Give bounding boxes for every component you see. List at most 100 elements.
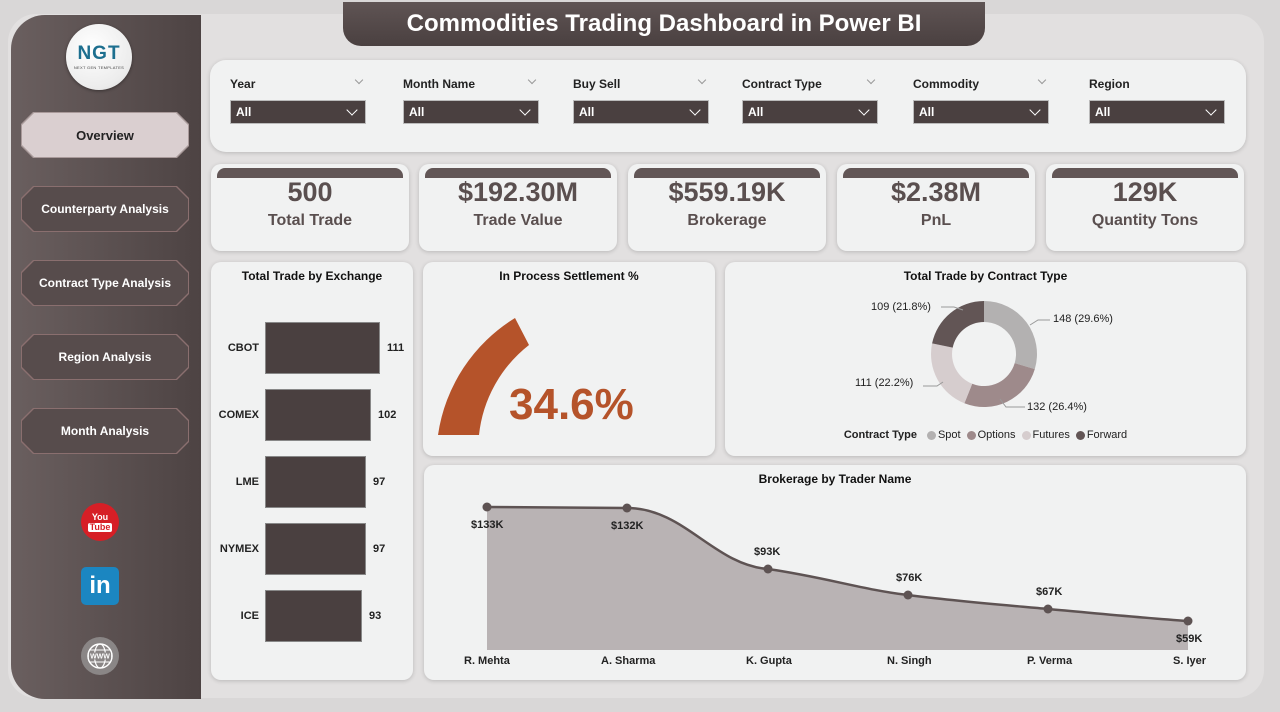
bar-nymex[interactable]: NYMEX 97: [211, 523, 413, 575]
bar[interactable]: [265, 456, 366, 508]
kpi-accent-bar: [634, 168, 820, 178]
legend-item-spot[interactable]: Spot: [926, 429, 961, 441]
chart-title: Brokerage by Trader Name: [758, 472, 912, 486]
legend-title: Contract Type: [843, 429, 917, 441]
bar-lme[interactable]: LME 97: [211, 456, 413, 508]
buy-sell-dropdown[interactable]: All: [573, 100, 709, 124]
bar-comex[interactable]: COMEX 102: [211, 389, 413, 441]
youtube-text: You: [91, 511, 109, 522]
kpi-brokerage: $559.19K Brokerage: [628, 164, 826, 251]
bar-value-label: 111: [387, 342, 405, 354]
legend-item-futures[interactable]: Futures: [1021, 429, 1070, 441]
slicer-buy-sell: Buy Sell All: [573, 75, 709, 124]
bar-category-label: LME: [235, 476, 259, 488]
sidebar-item-label: Counterparty Analysis: [41, 202, 169, 216]
sidebar-item-region-analysis[interactable]: Region Analysis: [21, 334, 189, 380]
region-dropdown[interactable]: All: [1089, 100, 1225, 124]
dropdown-value: All: [1095, 105, 1111, 119]
youtube-icon[interactable]: You Tube: [81, 503, 119, 541]
bar-value-label: 97: [373, 476, 386, 488]
chart-title: In Process Settlement %: [499, 269, 639, 283]
bar-ice[interactable]: ICE 93: [211, 590, 413, 642]
bar[interactable]: [265, 590, 362, 642]
point-value-label: $76K: [896, 572, 923, 584]
contract-type-dropdown[interactable]: All: [742, 100, 878, 124]
chevron-down-icon: [689, 104, 701, 116]
slicer-label: Region: [1089, 77, 1130, 91]
bar-category-label: NYMEX: [219, 543, 259, 555]
settlement-gauge-card[interactable]: In Process Settlement % 34.6%: [423, 262, 715, 456]
sidebar-item-contract-type-analysis[interactable]: Contract Type Analysis: [21, 260, 189, 306]
dropdown-value: All: [409, 105, 425, 119]
slicer-label: Commodity: [913, 77, 979, 91]
legend-label: Futures: [1032, 429, 1070, 441]
legend-label: Spot: [937, 429, 961, 441]
kpi-value: $559.19K: [668, 177, 786, 207]
kpi-quantity-tons: 129K Quantity Tons: [1046, 164, 1244, 251]
sidebar-item-month-analysis[interactable]: Month Analysis: [21, 408, 189, 454]
legend-dot-icon: [966, 430, 976, 440]
donut-data-label: 148 (29.6%): [1053, 313, 1113, 325]
kpi-pnl: $2.38M PnL: [837, 164, 1035, 251]
collapse-chevron-icon[interactable]: [527, 75, 537, 85]
year-dropdown[interactable]: All: [230, 100, 366, 124]
filter-panel: Year All Month Name All Buy Sell All Con…: [210, 60, 1246, 152]
collapse-chevron-icon[interactable]: [1037, 75, 1047, 85]
kpi-accent-bar: [425, 168, 611, 178]
linkedin-icon[interactable]: in: [81, 567, 119, 605]
chevron-down-icon: [346, 104, 358, 116]
month-name-dropdown[interactable]: All: [403, 100, 539, 124]
collapse-chevron-icon[interactable]: [866, 75, 876, 85]
commodity-dropdown[interactable]: All: [913, 100, 1049, 124]
legend-label: Forward: [1086, 429, 1128, 441]
donut-data-label: 111 (22.2%): [855, 377, 914, 389]
sidebar-item-counterparty-analysis[interactable]: Counterparty Analysis: [21, 186, 189, 232]
chevron-down-icon: [1029, 104, 1041, 116]
kpi-label: Trade Value: [473, 212, 563, 229]
ngt-logo[interactable]: NGT NEXT GEN TEMPLATES: [66, 24, 132, 90]
x-axis-label: P. Verma: [1027, 655, 1073, 667]
gauge-value: 34.6%: [509, 380, 634, 429]
x-axis-label: K. Gupta: [746, 655, 792, 667]
sidebar-item-label: Contract Type Analysis: [38, 276, 172, 290]
dropdown-value: All: [919, 105, 935, 119]
kpi-label: PnL: [920, 212, 952, 229]
globe-icon[interactable]: WWW: [81, 637, 119, 675]
sidebar-item-overview[interactable]: Overview: [21, 112, 189, 158]
area-chart-plot[interactable]: [424, 465, 1246, 680]
bar-cbot[interactable]: CBOT 111: [211, 322, 413, 374]
exchange-bar-chart[interactable]: Total Trade by Exchange CBOT 111 COMEX 1…: [211, 262, 413, 680]
kpi-accent-bar: [217, 168, 403, 178]
point-value-label: $133K: [471, 519, 504, 531]
collapse-chevron-icon[interactable]: [697, 75, 707, 85]
donut-slice-spot: [984, 301, 1037, 370]
chart-title: Total Trade by Exchange: [241, 269, 383, 283]
kpi-value: $2.38M: [890, 177, 982, 207]
chevron-down-icon: [519, 104, 531, 116]
kpi-label: Quantity Tons: [1091, 212, 1199, 229]
chevron-down-icon: [858, 104, 870, 116]
legend-item-forward[interactable]: Forward: [1075, 429, 1128, 441]
bar[interactable]: [265, 389, 371, 441]
globe-glyph: WWW: [87, 643, 113, 669]
bar-category-label: CBOT: [227, 342, 259, 354]
point-value-label: $59K: [1176, 633, 1203, 645]
x-axis-label: A. Sharma: [601, 655, 656, 667]
slicer-year: Year All: [230, 75, 366, 124]
bar[interactable]: [265, 322, 380, 374]
contract-type-donut-card[interactable]: Total Trade by Contract Type 148 (29.6%)…: [725, 262, 1246, 456]
donut-chart[interactable]: [725, 262, 1246, 456]
kpi-accent-bar: [843, 168, 1029, 178]
kpi-trade-value: $192.30M Trade Value: [419, 164, 617, 251]
collapse-chevron-icon[interactable]: [354, 75, 364, 85]
slicer-label: Buy Sell: [573, 77, 621, 91]
legend-dot-icon: [926, 430, 936, 440]
bar-category-label: ICE: [240, 610, 259, 622]
bar[interactable]: [265, 523, 366, 575]
brokerage-area-chart[interactable]: Brokerage by Trader Name $133K $132K $93…: [424, 465, 1246, 680]
donut-slice-options: [964, 363, 1035, 408]
kpi-value: 500: [287, 177, 333, 207]
linkedin-text: in: [89, 572, 111, 599]
legend-item-options[interactable]: Options: [966, 429, 1016, 441]
slicer-label: Year: [230, 77, 256, 91]
